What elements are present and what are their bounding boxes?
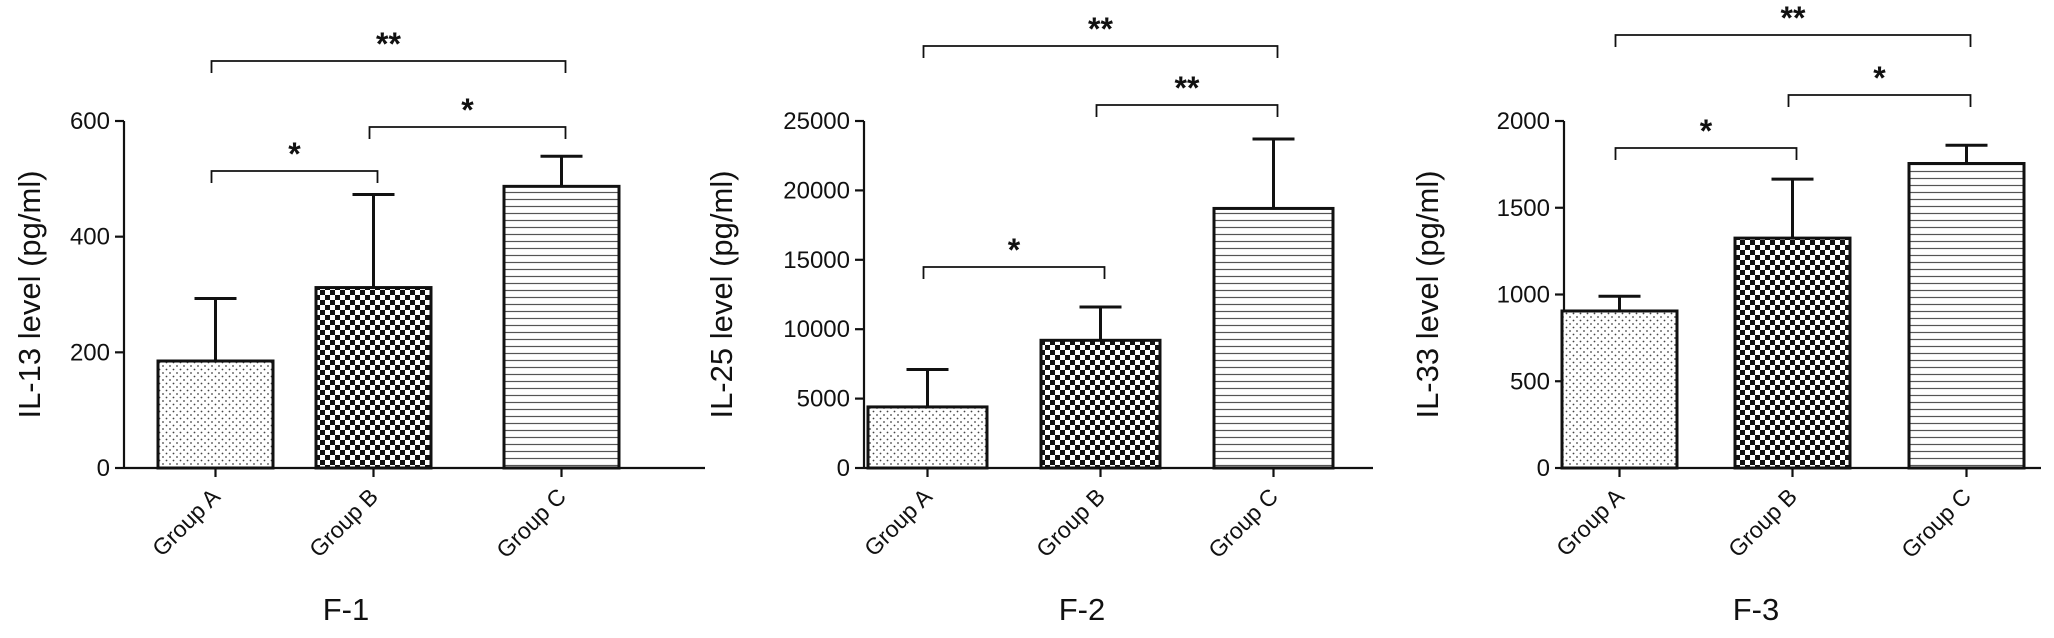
category-label: Group A: [1551, 483, 1630, 562]
y-tick-label: 2000: [1497, 108, 1550, 135]
y-tick-label: 500: [1510, 368, 1550, 395]
bar-group-b: [1041, 340, 1160, 468]
panel-label: F-1: [323, 592, 370, 627]
significance-bracket: [210, 170, 379, 183]
significance-label: *: [288, 136, 301, 172]
y-tick-label: 15000: [783, 247, 850, 274]
bar-group-c: [1909, 163, 2024, 468]
chart-panel-2: 0 5000 10000 15000 20000 25000 IL-25 level (pg…: [704, 11, 1373, 627]
significance-bracket: [1614, 147, 1798, 160]
y-tick-label: 25000: [783, 108, 850, 135]
significance-label: **: [1781, 0, 1806, 36]
y-tick-label: 0: [837, 455, 850, 482]
y-tick-label: 0: [1537, 455, 1550, 482]
y-tick-label: 200: [70, 339, 110, 366]
significance-label: **: [1175, 70, 1200, 106]
bar-group-c: [504, 186, 619, 468]
significance-label: **: [1088, 11, 1113, 47]
y-tick-label: 20000: [783, 177, 850, 204]
significance-label: *: [1008, 232, 1021, 268]
chart-panel-3: 0 500 1000 1500 2000 IL-33 level (pg/ml) Group…: [1410, 0, 2041, 627]
y-tick-label: 0: [97, 455, 110, 482]
significance-label: *: [1873, 60, 1886, 96]
panel-label: F-2: [1059, 592, 1106, 627]
bar-group-c: [1214, 208, 1333, 468]
significance-bracket: [1787, 94, 1972, 107]
significance-bracket: [922, 266, 1106, 279]
significance-bracket: [210, 60, 567, 73]
significance-label: **: [376, 26, 401, 62]
significance-bracket: [1614, 34, 1972, 47]
bar-group-b: [1735, 238, 1850, 468]
y-tick-label: 600: [70, 108, 110, 135]
significance-bracket: [368, 126, 567, 139]
chart-panel-1: 0 200 400 600 IL-13 level (pg/ml) Group A Grou…: [12, 26, 705, 627]
category-label: Group B: [304, 483, 383, 562]
category-label: Group B: [1031, 483, 1110, 562]
category-label: Group A: [147, 483, 226, 562]
category-label: Group C: [491, 483, 571, 563]
y-tick-label: 400: [70, 224, 110, 251]
y-axis-label: IL-13 level (pg/ml): [12, 170, 47, 418]
category-label: Group B: [1723, 483, 1802, 562]
significance-label: *: [461, 92, 474, 128]
significance-bracket: [1095, 104, 1279, 117]
y-axis-label: IL-25 level (pg/ml): [704, 170, 739, 418]
y-tick-label: 5000: [797, 386, 850, 413]
y-tick-label: 1000: [1497, 282, 1550, 309]
category-label: Group A: [859, 483, 938, 562]
bar-group-a: [158, 361, 273, 468]
bar-group-b: [316, 287, 431, 468]
significance-label: *: [1700, 113, 1713, 149]
bar-group-a: [1562, 310, 1677, 468]
panel-label: F-3: [1733, 592, 1780, 627]
category-label: Group C: [1896, 483, 1976, 563]
bar-group-a: [868, 406, 987, 468]
category-label: Group C: [1203, 483, 1283, 563]
significance-bracket: [922, 45, 1279, 58]
y-tick-label: 1500: [1497, 195, 1550, 222]
y-axis-label: IL-33 level (pg/ml): [1410, 170, 1445, 418]
y-tick-label: 10000: [783, 316, 850, 343]
